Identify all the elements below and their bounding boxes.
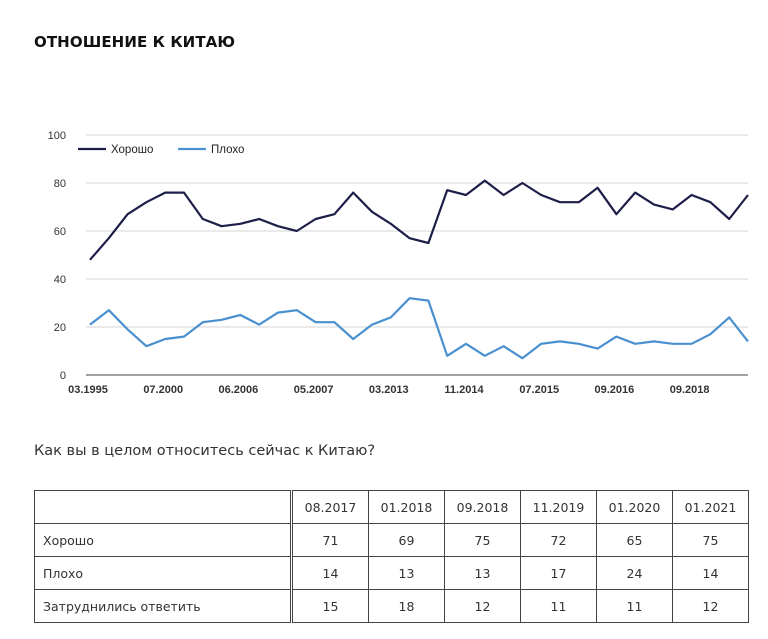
table-cell: 75 [444, 523, 521, 557]
table-cell: 69 [368, 523, 445, 557]
results-table: 08.2017 01.2018 09.2018 11.2019 01.2020 … [34, 490, 749, 623]
table-header-cell: 01.2020 [596, 490, 673, 524]
x-tick-label: 06.2006 [219, 384, 259, 396]
table-row: Хорошо 71 69 75 72 65 75 [34, 523, 749, 557]
y-tick-label: 40 [54, 274, 66, 286]
row-label: Затруднились ответить [34, 589, 293, 623]
table-cell: 14 [672, 556, 749, 590]
row-label: Плохо [34, 556, 293, 590]
x-tick-label: 07.2015 [519, 384, 559, 396]
table-cell: 11 [520, 589, 597, 623]
table-cell: 71 [291, 523, 369, 557]
x-tick-label: 11.2014 [444, 384, 484, 396]
x-tick-label: 03.2013 [369, 384, 409, 396]
x-tick-label: 09.2016 [595, 384, 635, 396]
table-header-cell: 01.2021 [672, 490, 749, 524]
table-header-cell: 11.2019 [520, 490, 597, 524]
x-tick-label: 05.2007 [294, 384, 334, 396]
table-cell: 13 [444, 556, 521, 590]
y-tick-label: 20 [54, 322, 66, 334]
table-cell: 14 [291, 556, 369, 590]
table-cell: 75 [672, 523, 749, 557]
y-tick-label: 100 [48, 130, 66, 142]
line-chart: 0 20 40 60 80 100 03.1995 07.2000 06.2006 05.2007… [48, 130, 749, 396]
series-line-good [89, 179, 749, 261]
x-tick-label: 09.2018 [670, 384, 710, 396]
legend-label: Плохо [211, 144, 244, 156]
table-row: Плохо 14 13 13 17 24 14 [34, 556, 749, 590]
table-cell: 17 [520, 556, 597, 590]
table-row: Затруднились ответить 15 18 12 11 11 12 [34, 589, 749, 623]
table-cell: 11 [596, 589, 673, 623]
table-header-cell: 01.2018 [368, 490, 445, 524]
legend-label: Хорошо [111, 144, 153, 156]
table-corner-cell [34, 490, 293, 524]
table-cell: 12 [444, 589, 521, 623]
x-tick-label: 03.1995 [68, 384, 108, 396]
table-header-cell: 08.2017 [291, 490, 369, 524]
row-label: Хорошо [34, 523, 293, 557]
x-tick-label: 07.2000 [143, 384, 183, 396]
table-cell: 72 [520, 523, 597, 557]
table-cell: 15 [291, 589, 369, 623]
table-header-row: 08.2017 01.2018 09.2018 11.2019 01.2020 … [34, 490, 749, 524]
y-tick-label: 80 [54, 178, 66, 190]
table-cell: 24 [596, 556, 673, 590]
table-cell: 65 [596, 523, 673, 557]
survey-question: Как вы в целом относитесь сейчас к Китаю… [34, 443, 376, 459]
y-tick-label: 60 [54, 226, 66, 238]
y-tick-label: 0 [60, 370, 66, 382]
series-line-bad [89, 297, 749, 360]
table-cell: 13 [368, 556, 445, 590]
table-cell: 12 [672, 589, 749, 623]
table-header-cell: 09.2018 [444, 490, 521, 524]
table-cell: 18 [368, 589, 445, 623]
page-title: ОТНОШЕНИЕ К КИТАЮ [34, 33, 236, 51]
